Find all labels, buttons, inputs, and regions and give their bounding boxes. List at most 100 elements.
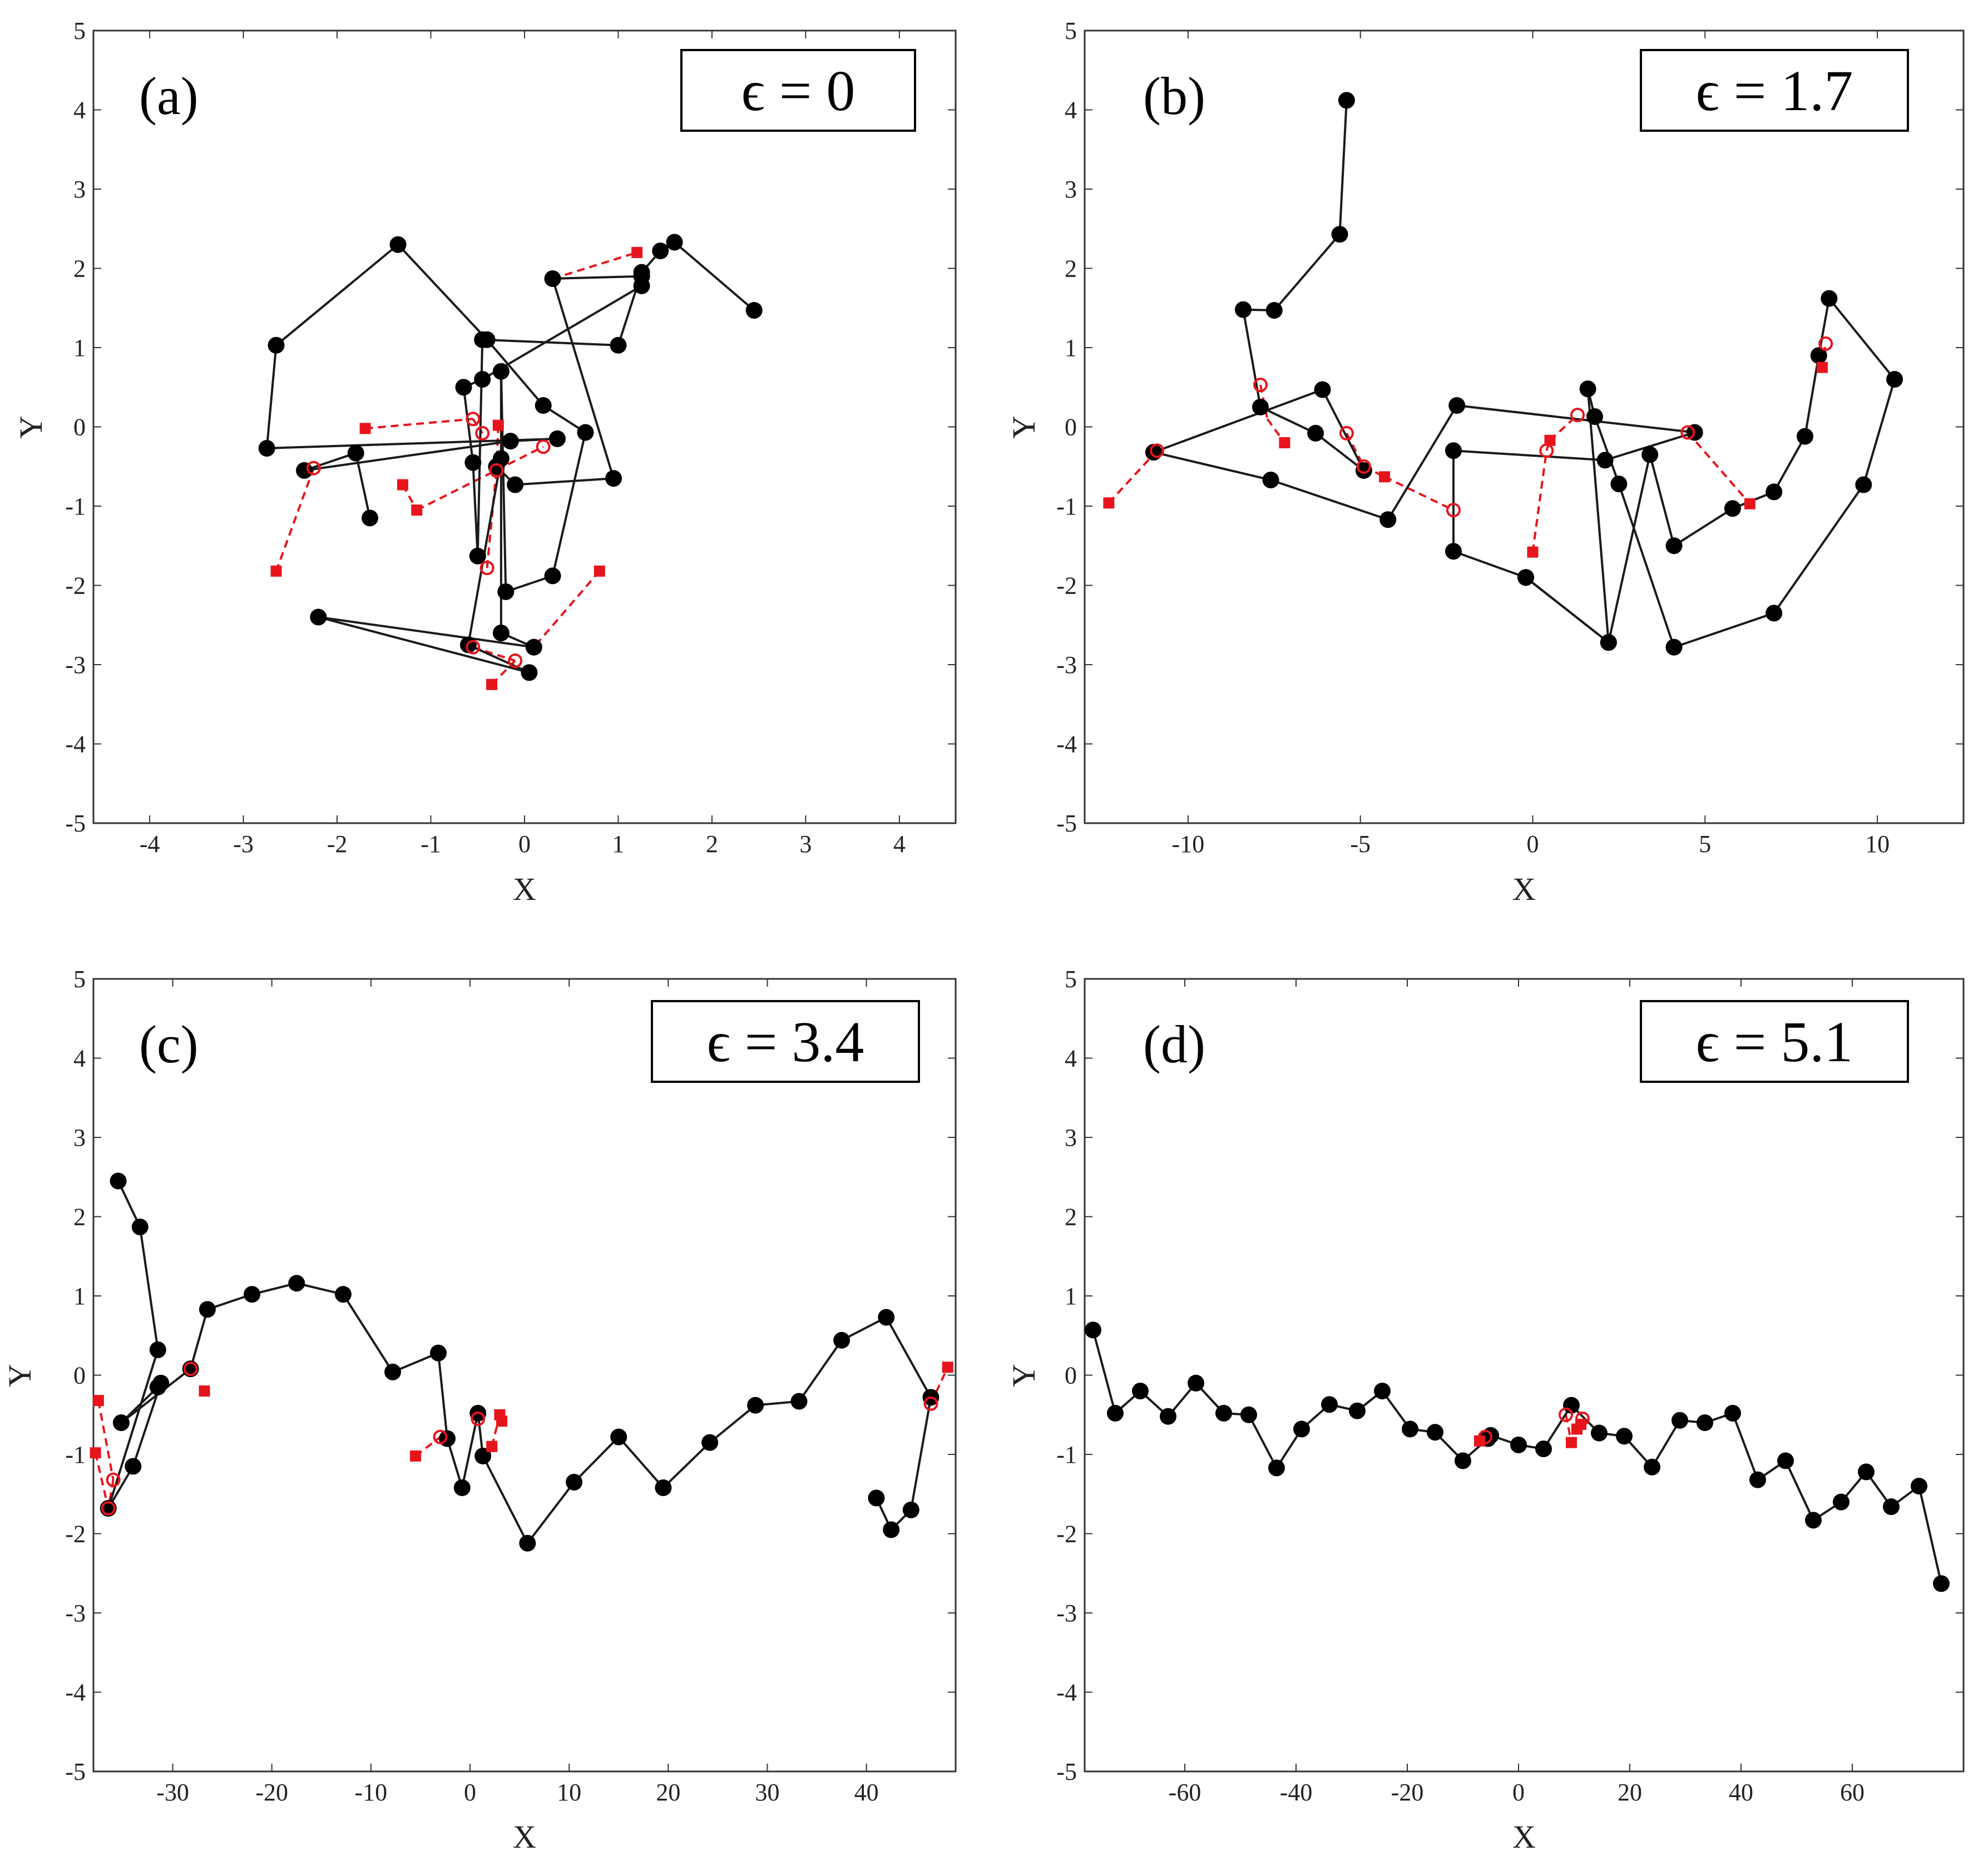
black-point xyxy=(244,1286,261,1303)
red-filled-marker xyxy=(359,423,371,434)
black-points xyxy=(1085,1321,1950,1592)
red-filled-markers xyxy=(270,247,643,690)
red-filled-markers xyxy=(1103,362,1828,558)
plot-frame xyxy=(92,29,957,824)
black-point xyxy=(492,363,510,380)
black-point xyxy=(1766,605,1783,622)
epsilon-label: ϵ = 5.1 xyxy=(1696,1010,1853,1074)
black-point xyxy=(605,470,622,487)
chain-segment xyxy=(1270,479,1388,521)
black-point xyxy=(633,264,650,281)
y-tick-label: 0 xyxy=(1065,1362,1077,1389)
epsilon-box xyxy=(651,1000,920,1083)
red-open-marker xyxy=(1356,459,1371,474)
chain-segment xyxy=(1732,1413,1759,1481)
black-point xyxy=(525,639,542,656)
y-tick-label: -3 xyxy=(65,1600,86,1627)
red-filled-markers xyxy=(90,1362,953,1462)
red-filled-marker xyxy=(90,1447,101,1459)
black-point xyxy=(334,1286,352,1303)
black-point xyxy=(878,1309,895,1326)
chain-segment xyxy=(1542,1404,1572,1450)
chain-segment xyxy=(1649,454,1675,546)
black-point xyxy=(1338,92,1355,109)
red-filled-marker xyxy=(496,1415,508,1427)
chain-segment xyxy=(1594,416,1620,484)
black-point xyxy=(1665,639,1683,656)
black-point xyxy=(288,1275,305,1292)
y-tick-label: 3 xyxy=(73,176,86,203)
red-open-marker xyxy=(1253,377,1268,392)
chain-segment xyxy=(551,432,587,576)
x-tick-label: 5 xyxy=(1699,830,1711,858)
black-point xyxy=(474,371,491,388)
black-lines xyxy=(265,241,755,674)
chain-segment xyxy=(798,1339,843,1402)
chain-segment xyxy=(446,1438,463,1488)
chain-segment xyxy=(397,244,488,341)
x-tick-label: -2 xyxy=(327,830,348,858)
red-open-marker xyxy=(1575,1411,1590,1426)
red-open-marker xyxy=(1680,425,1695,440)
red-open-marker xyxy=(1818,336,1833,351)
chain-segment xyxy=(1321,389,1365,471)
red-filled-marker xyxy=(1544,434,1556,446)
black-point xyxy=(655,1479,672,1496)
red-link xyxy=(365,418,473,430)
black-point xyxy=(1644,1458,1660,1476)
red-open-markers xyxy=(306,412,551,668)
y-tick-label: -4 xyxy=(1056,731,1077,758)
black-point xyxy=(1314,381,1331,398)
black-point xyxy=(1235,301,1252,318)
x-tick-label: -3 xyxy=(233,830,254,858)
black-point xyxy=(577,424,594,441)
red-open-marker xyxy=(489,463,504,478)
black-point xyxy=(902,1501,919,1518)
black-point xyxy=(1445,442,1462,459)
chain-segment xyxy=(1651,1419,1681,1468)
red-open-markers xyxy=(1150,336,1833,518)
black-point xyxy=(548,430,566,447)
y-tick-label: -1 xyxy=(65,1441,86,1468)
x-axis-label: X xyxy=(1512,871,1536,907)
black-lines xyxy=(1153,100,1896,649)
plot-frame xyxy=(92,978,957,1773)
black-point xyxy=(497,583,515,600)
red-filled-marker xyxy=(942,1362,953,1373)
chain-segment xyxy=(1586,388,1610,643)
epsilon-label: ϵ = 1.7 xyxy=(1696,59,1853,123)
chain-segment xyxy=(1338,100,1348,235)
red-filled-marker xyxy=(397,479,408,491)
black-point xyxy=(1579,380,1596,398)
black-point xyxy=(1517,569,1535,586)
red-open-marker xyxy=(508,653,523,668)
x-tick-label: -20 xyxy=(1391,1779,1424,1806)
red-open-marker xyxy=(101,1501,116,1516)
x-tick-label: -40 xyxy=(1280,1779,1313,1806)
red-link xyxy=(1531,450,1548,552)
black-point xyxy=(1596,452,1614,469)
black-point xyxy=(1796,428,1813,445)
black-point xyxy=(1766,483,1783,501)
x-tick-label: 40 xyxy=(1729,1779,1753,1806)
black-point xyxy=(453,1479,471,1496)
chain-segment xyxy=(1862,379,1896,486)
y-tick-label: -2 xyxy=(1056,572,1077,600)
black-point xyxy=(610,336,627,354)
chain-segment xyxy=(1673,507,1733,547)
red-filled-marker xyxy=(411,504,423,516)
y-tick-label: 4 xyxy=(73,97,86,124)
black-point xyxy=(1833,1493,1849,1511)
chain-segment xyxy=(1773,435,1806,493)
chain-segment xyxy=(1784,1460,1814,1521)
black-point xyxy=(544,567,561,585)
x-tick-label: 1 xyxy=(612,830,624,858)
black-point xyxy=(1132,1383,1149,1399)
y-tick-label: -4 xyxy=(65,731,86,758)
chain-segment xyxy=(662,1442,711,1489)
black-point xyxy=(745,302,763,319)
x-tick-label: 20 xyxy=(656,1779,680,1806)
black-point xyxy=(1188,1374,1204,1392)
y-tick-label: -5 xyxy=(65,810,86,837)
